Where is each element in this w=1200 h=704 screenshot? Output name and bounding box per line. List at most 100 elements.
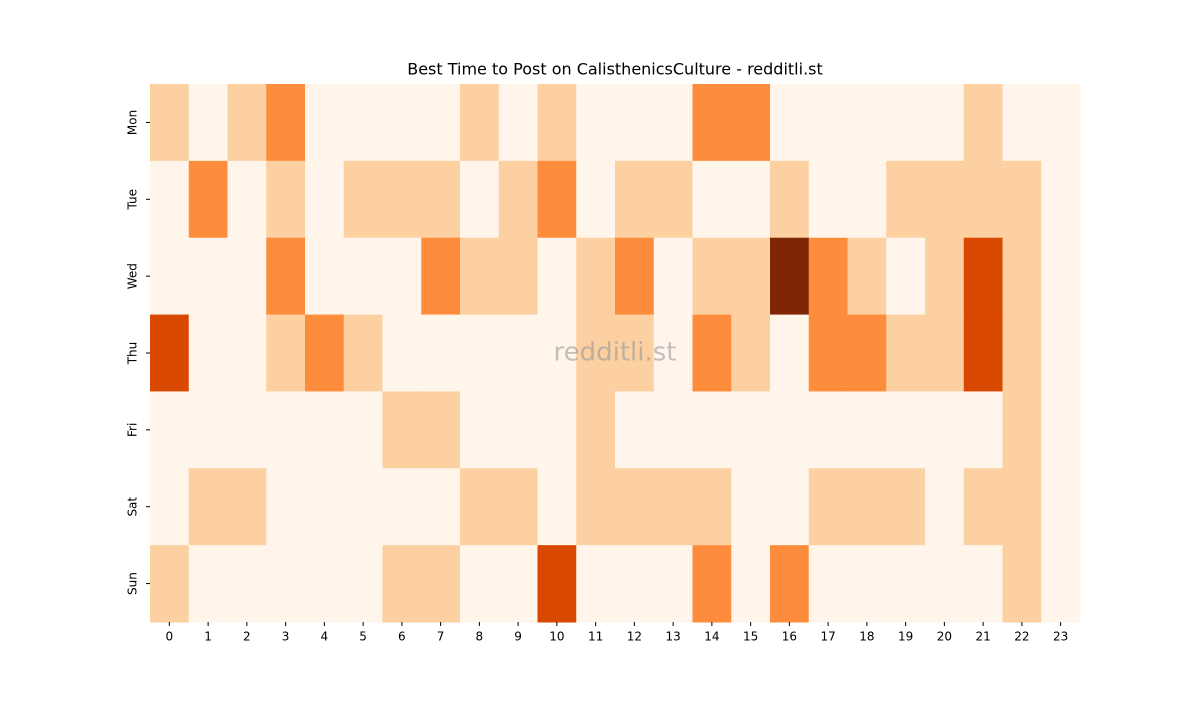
heat-cell xyxy=(770,84,810,162)
heat-cell xyxy=(382,160,422,239)
heat-cell xyxy=(305,84,345,162)
heat-cell xyxy=(615,314,655,392)
heat-cell xyxy=(537,545,577,623)
heat-cell xyxy=(343,545,383,623)
heat-cell xyxy=(382,545,422,623)
heat-cell xyxy=(498,314,538,392)
heat-cell xyxy=(227,314,267,392)
heat-cell xyxy=(1041,545,1081,623)
heat-cell xyxy=(576,160,616,239)
heat-cell xyxy=(847,160,887,239)
heat-cell xyxy=(770,237,810,316)
x-tick-label: 6 xyxy=(398,630,406,644)
heat-cell xyxy=(963,237,1003,316)
x-tick-label: 12 xyxy=(627,630,642,644)
heat-cell xyxy=(731,84,771,162)
heat-cell xyxy=(847,391,887,469)
heat-cell xyxy=(770,545,810,623)
heat-cell xyxy=(847,314,887,392)
heat-cell xyxy=(1041,314,1081,392)
heat-cell xyxy=(925,84,965,162)
heat-cell xyxy=(963,160,1003,239)
heat-cell xyxy=(1002,160,1042,239)
heat-cell xyxy=(537,314,577,392)
x-tick-label: 14 xyxy=(704,630,719,644)
x-tick-label: 15 xyxy=(743,630,758,644)
x-tick-label: 23 xyxy=(1053,630,1068,644)
heat-cell xyxy=(343,237,383,316)
x-tick-label: 19 xyxy=(898,630,913,644)
heat-cell xyxy=(460,468,500,546)
x-tick-label: 3 xyxy=(282,630,290,644)
heat-cell xyxy=(150,468,190,546)
heat-cell xyxy=(615,84,655,162)
heat-cell xyxy=(886,545,926,623)
heat-cell xyxy=(808,545,848,623)
heat-cell xyxy=(305,314,345,392)
y-tick-label: Fri xyxy=(126,423,140,437)
heat-cell xyxy=(305,391,345,469)
heat-cell xyxy=(847,84,887,162)
heat-cell xyxy=(266,545,306,623)
heat-cell xyxy=(576,468,616,546)
heat-cell xyxy=(537,84,577,162)
heat-cell xyxy=(576,84,616,162)
x-tick-label: 21 xyxy=(975,630,990,644)
heat-cell xyxy=(925,545,965,623)
heat-cell xyxy=(460,314,500,392)
heat-cell xyxy=(421,84,461,162)
heat-cell xyxy=(460,160,500,239)
heat-cell xyxy=(188,160,228,239)
heat-cell xyxy=(421,391,461,469)
heat-cell xyxy=(615,160,655,239)
heat-cell xyxy=(731,237,771,316)
heat-cell xyxy=(576,391,616,469)
heat-cell xyxy=(305,237,345,316)
x-tick-label: 5 xyxy=(359,630,367,644)
heat-cell xyxy=(963,314,1003,392)
heat-cell xyxy=(731,314,771,392)
heat-cell xyxy=(460,84,500,162)
heat-cell xyxy=(305,545,345,623)
heat-cell xyxy=(498,237,538,316)
heat-cell xyxy=(537,391,577,469)
y-tick-label: Sun xyxy=(126,572,140,595)
heat-cell xyxy=(537,237,577,316)
heat-cell xyxy=(808,314,848,392)
heat-cell xyxy=(615,237,655,316)
heat-cell xyxy=(382,84,422,162)
heat-cell xyxy=(188,391,228,469)
heat-cell xyxy=(653,314,693,392)
heat-cell xyxy=(1041,84,1081,162)
heat-cell xyxy=(382,314,422,392)
heat-cell xyxy=(653,468,693,546)
heat-cell xyxy=(343,391,383,469)
heat-cell xyxy=(537,160,577,239)
heat-cell xyxy=(266,160,306,239)
heat-cell xyxy=(227,84,267,162)
heat-cell xyxy=(498,160,538,239)
heat-cell xyxy=(1002,314,1042,392)
heat-cell xyxy=(847,237,887,316)
x-tick-label: 11 xyxy=(588,630,603,644)
heat-cell xyxy=(692,314,732,392)
heat-cell xyxy=(421,237,461,316)
heat-cell xyxy=(808,468,848,546)
heat-cell xyxy=(1002,84,1042,162)
heat-cell xyxy=(1002,468,1042,546)
heat-cell xyxy=(460,545,500,623)
y-tick-label: Mon xyxy=(126,110,140,135)
heat-cell xyxy=(886,468,926,546)
x-tick-label: 1 xyxy=(204,630,212,644)
x-tick-label: 7 xyxy=(437,630,445,644)
heat-cell xyxy=(227,391,267,469)
heat-cell xyxy=(770,314,810,392)
heat-cell xyxy=(653,237,693,316)
heat-cell xyxy=(576,237,616,316)
heat-cell xyxy=(770,391,810,469)
watermark: redditli.st xyxy=(554,338,677,368)
x-tick-label: 9 xyxy=(514,630,522,644)
heat-cell xyxy=(188,314,228,392)
heat-cell xyxy=(731,391,771,469)
